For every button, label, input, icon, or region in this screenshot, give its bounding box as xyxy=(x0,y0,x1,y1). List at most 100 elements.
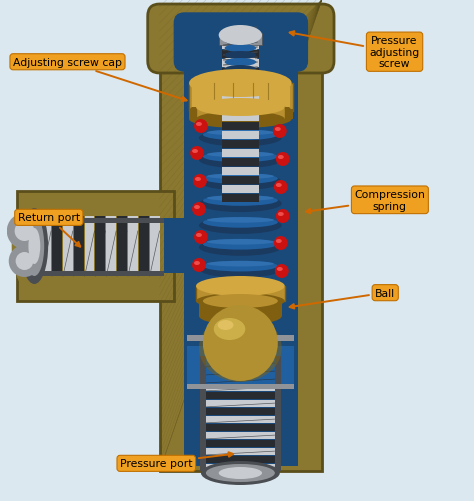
Bar xyxy=(222,150,259,158)
Circle shape xyxy=(274,181,288,194)
Circle shape xyxy=(9,245,40,278)
Ellipse shape xyxy=(207,262,274,267)
Bar xyxy=(204,416,277,423)
Bar xyxy=(222,168,259,176)
Ellipse shape xyxy=(225,45,256,53)
Text: Return port: Return port xyxy=(18,213,80,247)
Ellipse shape xyxy=(207,109,274,114)
Bar xyxy=(187,335,293,341)
Ellipse shape xyxy=(278,212,284,216)
Ellipse shape xyxy=(218,320,234,330)
Ellipse shape xyxy=(199,308,282,325)
Ellipse shape xyxy=(207,152,274,158)
Ellipse shape xyxy=(189,70,292,98)
Bar xyxy=(222,186,259,193)
Bar xyxy=(85,216,94,277)
Ellipse shape xyxy=(276,239,282,243)
Ellipse shape xyxy=(206,464,275,482)
Bar xyxy=(204,448,277,455)
Bar xyxy=(200,356,206,471)
Text: Compression
spring: Compression spring xyxy=(306,189,425,214)
Circle shape xyxy=(274,236,288,250)
Ellipse shape xyxy=(199,108,282,125)
Bar xyxy=(187,384,293,389)
Text: Ball: Ball xyxy=(290,288,395,309)
Ellipse shape xyxy=(278,156,284,160)
Circle shape xyxy=(276,153,290,167)
Ellipse shape xyxy=(225,87,256,95)
Ellipse shape xyxy=(203,152,278,163)
Bar xyxy=(222,141,259,149)
Ellipse shape xyxy=(225,59,256,67)
Bar xyxy=(222,105,259,113)
Bar xyxy=(226,44,255,102)
Bar xyxy=(52,216,62,277)
Bar xyxy=(204,400,277,407)
Bar xyxy=(222,42,259,50)
Circle shape xyxy=(16,253,33,271)
Bar xyxy=(204,368,277,375)
Ellipse shape xyxy=(20,208,48,285)
Bar xyxy=(222,96,259,104)
Ellipse shape xyxy=(275,128,281,132)
Ellipse shape xyxy=(192,150,198,154)
Ellipse shape xyxy=(196,99,285,117)
Circle shape xyxy=(7,213,42,249)
Bar xyxy=(189,110,292,120)
Circle shape xyxy=(190,147,204,161)
FancyBboxPatch shape xyxy=(174,14,308,72)
Bar xyxy=(204,432,277,439)
Ellipse shape xyxy=(219,467,262,479)
Ellipse shape xyxy=(203,239,278,250)
Ellipse shape xyxy=(194,262,200,266)
Circle shape xyxy=(203,306,278,381)
Ellipse shape xyxy=(225,80,256,88)
Bar xyxy=(184,27,298,466)
Bar xyxy=(222,69,259,77)
Bar xyxy=(222,194,259,202)
Bar xyxy=(204,360,277,367)
Ellipse shape xyxy=(196,123,202,127)
Ellipse shape xyxy=(207,283,274,289)
Ellipse shape xyxy=(199,283,282,300)
Ellipse shape xyxy=(196,112,285,128)
Ellipse shape xyxy=(196,233,202,237)
Circle shape xyxy=(192,259,206,273)
Bar xyxy=(222,114,259,122)
Bar xyxy=(63,216,73,277)
Ellipse shape xyxy=(194,205,200,209)
Ellipse shape xyxy=(199,174,282,191)
Ellipse shape xyxy=(203,195,278,206)
Circle shape xyxy=(194,230,208,244)
Bar xyxy=(204,464,277,471)
Ellipse shape xyxy=(203,130,278,141)
Ellipse shape xyxy=(203,217,278,228)
Bar xyxy=(204,424,277,431)
Bar xyxy=(222,51,259,59)
Ellipse shape xyxy=(225,73,256,81)
Text: Pressure port: Pressure port xyxy=(120,452,233,468)
Bar xyxy=(150,216,160,277)
Text: Pressure
adjusting
screw: Pressure adjusting screw xyxy=(290,32,419,69)
Bar xyxy=(222,177,259,185)
Ellipse shape xyxy=(214,318,246,340)
Circle shape xyxy=(194,120,208,134)
Bar xyxy=(224,42,257,102)
Ellipse shape xyxy=(207,196,274,201)
Bar xyxy=(204,384,277,391)
Ellipse shape xyxy=(12,196,61,297)
Circle shape xyxy=(276,209,290,223)
Ellipse shape xyxy=(199,261,282,278)
Bar xyxy=(160,37,322,471)
FancyBboxPatch shape xyxy=(148,5,334,74)
Ellipse shape xyxy=(189,111,292,129)
Ellipse shape xyxy=(199,130,282,147)
Ellipse shape xyxy=(207,239,274,245)
Ellipse shape xyxy=(203,295,278,309)
Bar xyxy=(36,218,164,223)
Ellipse shape xyxy=(25,216,44,277)
Ellipse shape xyxy=(207,130,274,136)
Ellipse shape xyxy=(203,174,278,184)
Bar xyxy=(164,218,192,274)
Text: Adjusting screw cap: Adjusting screw cap xyxy=(13,58,187,102)
